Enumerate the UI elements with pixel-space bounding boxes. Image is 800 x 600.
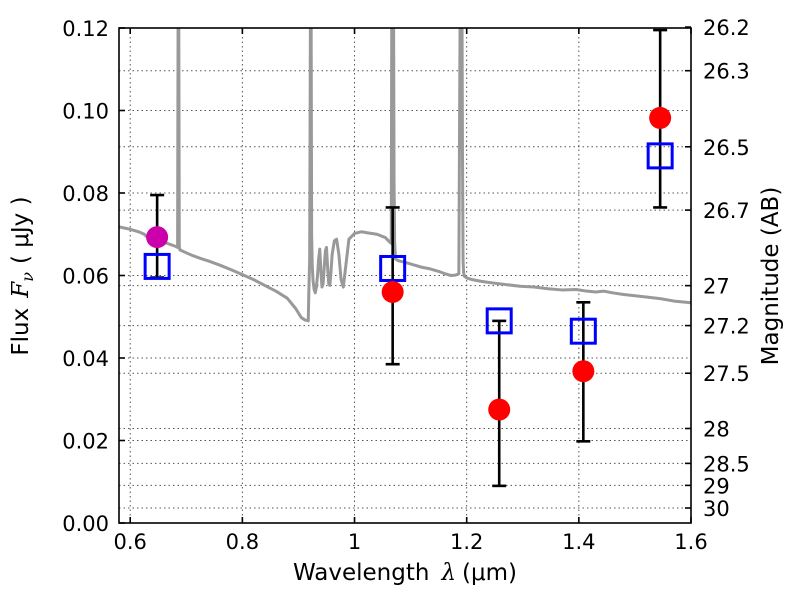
y-tick-label: 0.00 [62,512,109,536]
y2-tick-label: 28.5 [703,452,750,476]
y2-axis-title: Magnitude (AB) [758,187,784,366]
x-axis-title: Wavelength λ (μm) [293,560,517,586]
svg-text:FluxFν( μJy ): FluxFν( μJy ) [8,196,37,355]
y-axis-title: FluxFν( μJy ) [8,196,37,355]
y2-tick-label: 28 [703,418,730,442]
y2-tick-label: 30 [703,497,730,521]
y2-tick-label: 27.5 [703,362,750,386]
y2-tick-label: 26.7 [703,199,750,223]
y2-tick-label: 27.2 [703,315,750,339]
y2-tick-label: 27 [703,275,730,299]
axis-tick-labels: 0.6 0.8 1 1.2 1.4 1.6 0.00 0.02 0.04 0.06 0.08 0.10… [62,16,750,554]
model-spectrum-curve [119,28,691,323]
y-tick-label: 0.12 [62,17,109,41]
axis-ticks [119,26,692,524]
y-tick-label: 0.02 [62,430,109,454]
y-tick-label: 0.06 [62,265,109,289]
svg-text:Magnitude (AB): Magnitude (AB) [758,187,784,366]
x-tick-label: 1.2 [450,530,483,554]
x-tick-label: 1.6 [674,530,707,554]
y-tick-label: 0.10 [62,100,109,124]
y2-tick-label: 26.2 [703,16,750,40]
observed-photometry-markers [146,106,672,421]
error-bars [150,28,668,488]
x-tick-label: 0.6 [114,530,147,554]
y-tick-label: 0.08 [62,182,109,206]
y2-tick-label: 26.3 [703,60,750,84]
x-tick-label: 1.4 [562,530,595,554]
model-photometry-markers [143,142,674,345]
x-tick-label: 0.8 [226,530,259,554]
y2-tick-label: 26.5 [703,136,750,160]
y-tick-label: 0.04 [62,347,109,371]
x-tick-label: 1 [348,530,361,554]
y2-tick-label: 29 [703,474,730,498]
